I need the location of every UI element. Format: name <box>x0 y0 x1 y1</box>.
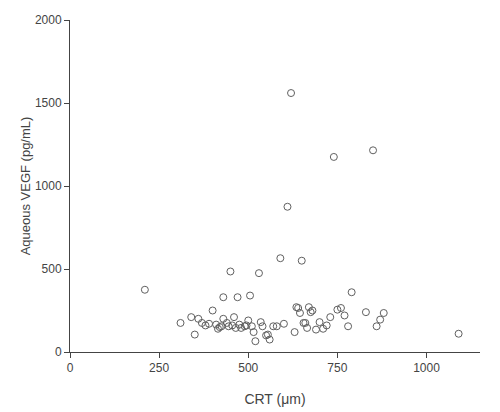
svg-text:2000: 2000 <box>35 13 62 27</box>
svg-text:500: 500 <box>42 262 62 276</box>
svg-text:0: 0 <box>55 345 62 359</box>
svg-text:1000: 1000 <box>413 361 440 375</box>
svg-text:Aqueous VEGF (pg/mL): Aqueous VEGF (pg/mL) <box>18 117 33 256</box>
svg-text:CRT (μm): CRT (μm) <box>244 391 305 407</box>
svg-text:500: 500 <box>238 361 258 375</box>
svg-text:1000: 1000 <box>35 179 62 193</box>
svg-text:250: 250 <box>149 361 169 375</box>
svg-text:1500: 1500 <box>35 96 62 110</box>
svg-text:750: 750 <box>327 361 347 375</box>
svg-text:0: 0 <box>67 361 74 375</box>
